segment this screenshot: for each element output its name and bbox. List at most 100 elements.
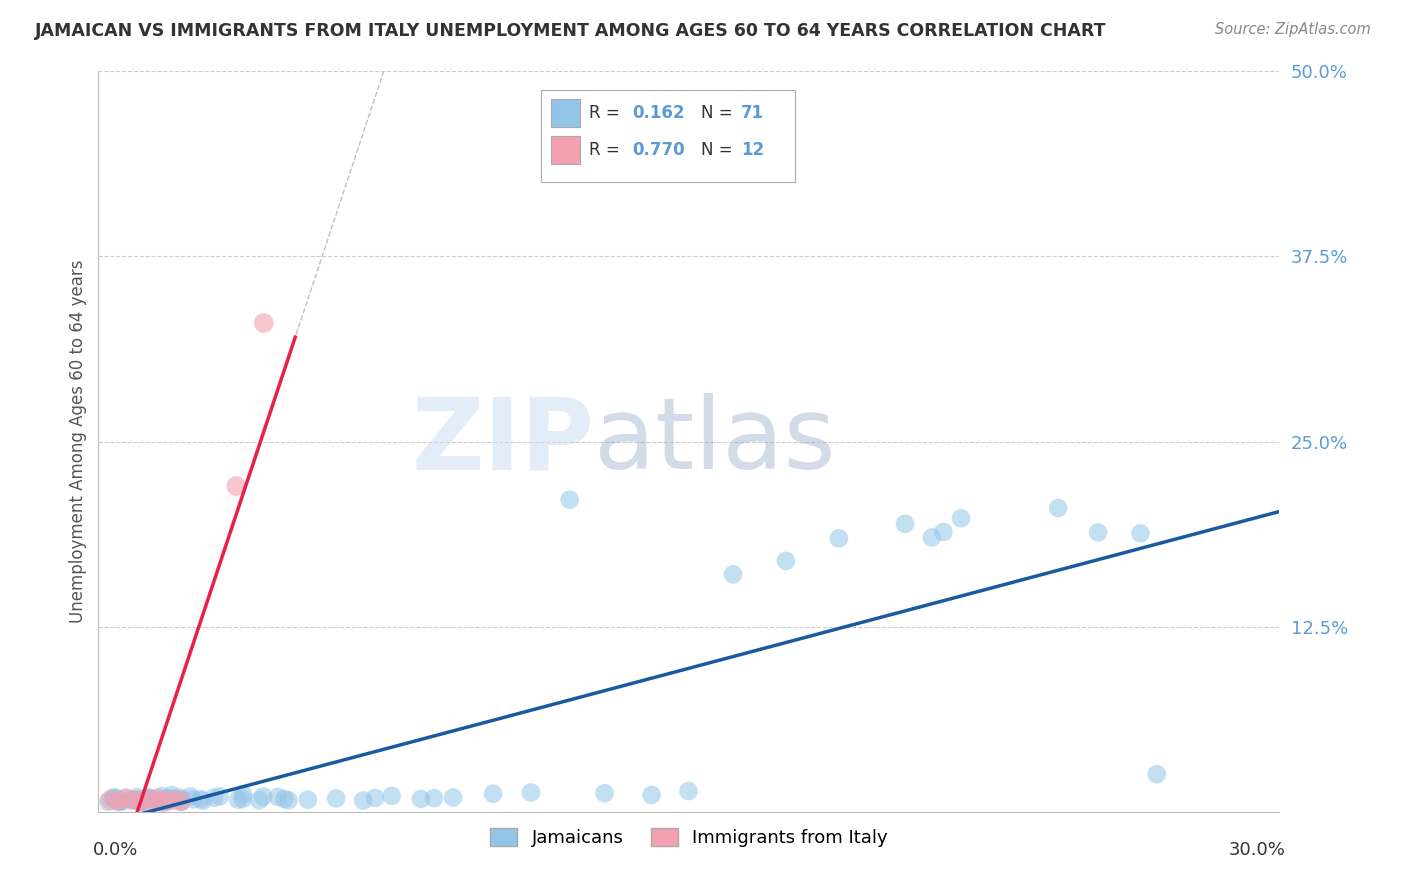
Text: ZIP: ZIP (412, 393, 595, 490)
Point (1146, 767, 1168, 781)
Point (121, 792, 143, 806)
Point (146, 791, 169, 805)
Point (122, 793, 145, 807)
Text: 0.0%: 0.0% (93, 841, 138, 859)
Point (120, 793, 142, 807)
Text: JAMAICAN VS IMMIGRANTS FROM ITALY UNEMPLOYMENT AMONG AGES 60 TO 64 YEARS CORRELA: JAMAICAN VS IMMIGRANTS FROM ITALY UNEMPL… (35, 22, 1107, 40)
Point (950, 511, 973, 525)
Point (721, 567, 744, 582)
Point (115, 791, 138, 805)
Point (127, 790, 149, 805)
Point (115, 791, 138, 805)
Point (364, 790, 387, 805)
Point (170, 795, 193, 809)
Point (103, 791, 125, 805)
Point (138, 793, 160, 807)
Point (136, 797, 159, 811)
Point (153, 792, 176, 806)
Point (775, 554, 797, 568)
Point (155, 794, 177, 808)
Point (136, 790, 159, 805)
Text: R =: R = (589, 103, 624, 122)
Text: N =: N = (700, 103, 738, 122)
Point (157, 791, 180, 805)
Point (558, 492, 581, 507)
Point (101, 790, 124, 805)
Point (273, 792, 295, 806)
Point (520, 786, 543, 800)
Point (98, 793, 121, 807)
Point (169, 790, 191, 805)
Legend: Jamaicans, Immigrants from Italy: Jamaicans, Immigrants from Italy (482, 821, 896, 855)
Point (409, 792, 432, 806)
Point (828, 532, 851, 546)
Point (921, 531, 943, 545)
Point (423, 791, 446, 805)
Point (252, 789, 274, 804)
Point (208, 789, 231, 804)
Point (1129, 526, 1152, 541)
Point (1047, 501, 1070, 516)
Point (232, 788, 254, 802)
FancyBboxPatch shape (551, 99, 581, 127)
Point (128, 795, 150, 809)
Point (160, 788, 183, 802)
FancyBboxPatch shape (551, 136, 581, 164)
Point (226, 792, 249, 806)
Point (157, 794, 180, 808)
Point (678, 784, 700, 798)
Point (129, 795, 152, 809)
Point (1087, 525, 1109, 540)
Point (150, 789, 173, 803)
Point (129, 792, 152, 806)
Point (277, 793, 299, 807)
Point (131, 794, 153, 808)
Text: 12: 12 (741, 141, 763, 159)
Point (111, 795, 134, 809)
Point (129, 794, 152, 808)
Point (441, 790, 464, 805)
Text: atlas: atlas (595, 393, 837, 490)
Point (149, 794, 172, 808)
Point (932, 524, 955, 539)
Point (108, 794, 131, 808)
Point (225, 479, 247, 493)
Point (894, 516, 917, 531)
Text: 0.770: 0.770 (633, 141, 685, 159)
Text: Source: ZipAtlas.com: Source: ZipAtlas.com (1215, 22, 1371, 37)
Point (162, 793, 184, 807)
Text: N =: N = (700, 141, 738, 159)
Text: R =: R = (589, 141, 624, 159)
FancyBboxPatch shape (541, 90, 796, 183)
Point (267, 789, 290, 804)
Point (253, 316, 276, 330)
Point (352, 793, 374, 807)
Point (640, 788, 662, 802)
Point (593, 786, 616, 800)
Point (170, 794, 193, 808)
Point (297, 792, 319, 806)
Point (381, 789, 404, 803)
Point (247, 793, 270, 807)
Point (325, 791, 347, 805)
Text: 71: 71 (741, 103, 763, 122)
Point (122, 793, 145, 807)
Point (181, 792, 204, 806)
Point (179, 789, 201, 804)
Point (107, 794, 129, 808)
Point (202, 790, 225, 805)
Text: 0.162: 0.162 (633, 103, 685, 122)
Point (162, 791, 184, 805)
Point (97, 795, 120, 809)
Point (139, 791, 162, 805)
Point (482, 787, 505, 801)
Point (190, 792, 212, 806)
Text: 30.0%: 30.0% (1229, 841, 1285, 859)
Point (172, 792, 194, 806)
Point (191, 793, 214, 807)
Point (108, 795, 131, 809)
Point (152, 796, 174, 810)
Point (139, 792, 162, 806)
Y-axis label: Unemployment Among Ages 60 to 64 years: Unemployment Among Ages 60 to 64 years (69, 260, 87, 624)
Point (232, 792, 254, 806)
